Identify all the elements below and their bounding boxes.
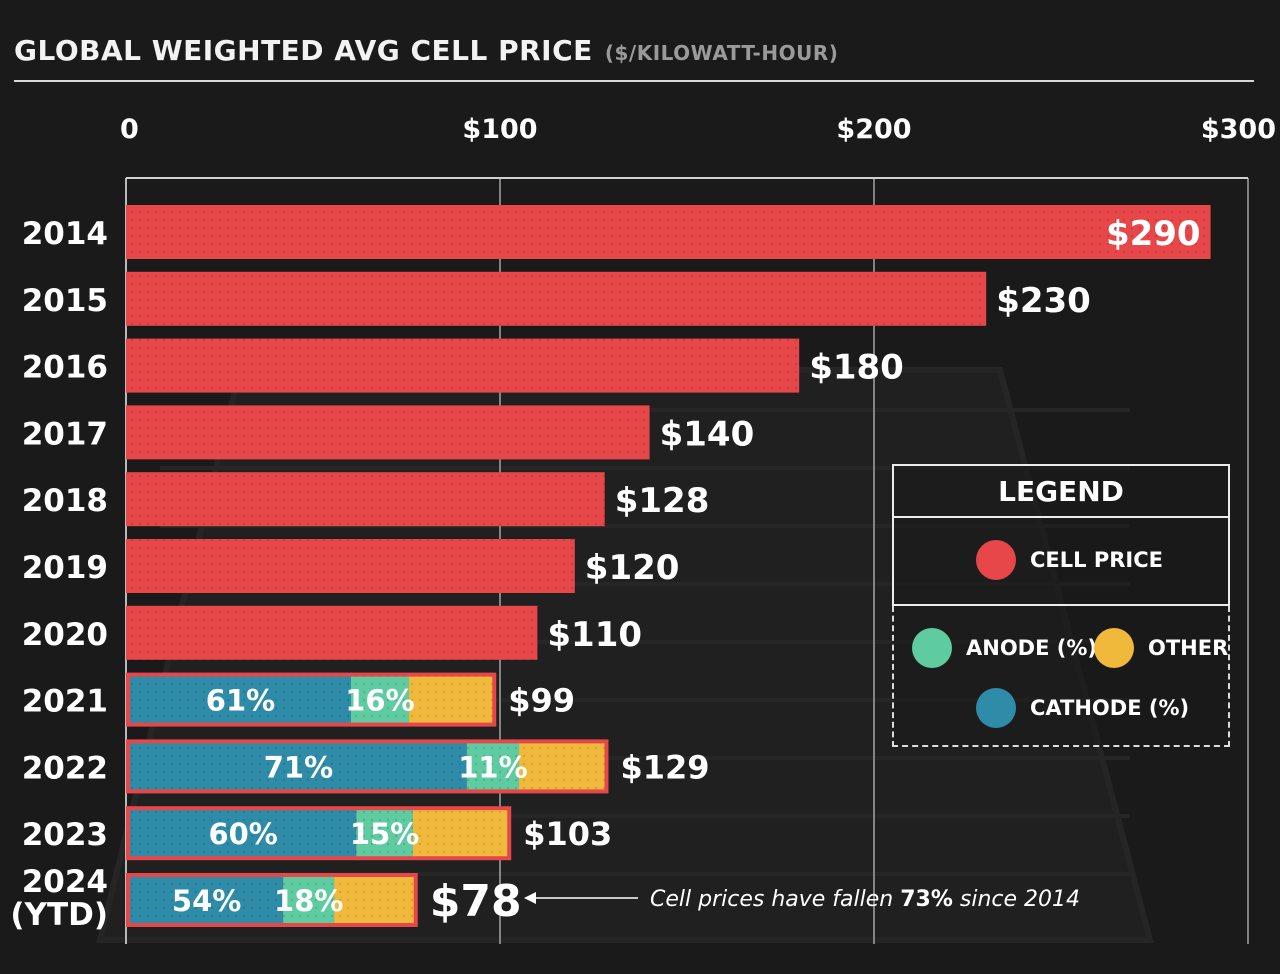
category-label-line: 2018 [22, 483, 108, 519]
bar-dot-texture [126, 271, 987, 326]
legend-title: LEGEND [894, 466, 1228, 518]
bar-dot-texture [130, 877, 414, 923]
cathode-swatch-icon [976, 688, 1016, 728]
bar-dot-texture [126, 539, 575, 593]
annotation-text: Cell prices have fallen 73% since 2014 [650, 887, 1080, 912]
x-tick-label: 0 [120, 114, 139, 145]
category-label: 2016 [22, 350, 108, 386]
legend-label: CATHODE (%) [1030, 696, 1190, 720]
legend-item-cathode: CATHODE (%) [976, 688, 1189, 728]
bar-dot-texture [126, 205, 1211, 259]
bar-value-label: $99 [508, 682, 575, 720]
category-label-line: 2019 [22, 550, 108, 586]
category-label-line: 2015 [22, 283, 108, 319]
category-label-line: 2014 [22, 216, 108, 252]
legend-item-other: OTHER [1094, 628, 1228, 668]
bar-value-label: $140 [660, 414, 755, 454]
cathode-percent-label: 71% [264, 750, 333, 784]
legend-top-box: LEGEND CELL PRICE [892, 464, 1230, 606]
cell-price-swatch-icon [976, 540, 1016, 580]
legend-label: CELL PRICE [1030, 548, 1163, 572]
bar-value-label: $120 [585, 548, 680, 588]
category-label-line: 2023 [22, 817, 108, 853]
cathode-percent-label: 61% [206, 684, 275, 718]
annotation-prefix: Cell prices have fallen [650, 887, 900, 912]
category-label-line: 2016 [22, 350, 108, 386]
chart-title-row: GLOBAL WEIGHTED AVG CELL PRICE ($/KILOWA… [14, 34, 838, 67]
category-label: 2021 [22, 684, 108, 720]
bar-dot-texture [130, 676, 493, 723]
annotation-suffix: since 2014 [953, 887, 1080, 912]
category-label-line: 2024 [22, 864, 108, 900]
category-label-line: (YTD) [10, 897, 108, 933]
category-label: 2018 [22, 483, 108, 519]
x-tick-label: $100 [462, 114, 537, 145]
bar-value-label: $78 [430, 876, 522, 927]
bar-value-label: $128 [615, 481, 710, 521]
category-label: 2014 [22, 216, 108, 252]
bar-value-label: $129 [620, 748, 709, 786]
cathode-percent-label: 54% [172, 884, 241, 918]
category-label: 2015 [22, 283, 108, 319]
legend-bottom-box: ANODE (%) OTHER CATHODE (%) [892, 606, 1230, 747]
cathode-percent-label: 60% [208, 817, 277, 851]
category-label-line: 2017 [22, 416, 108, 452]
category-label: 2024 (YTD) [10, 864, 108, 933]
x-tick-label: $200 [836, 114, 911, 145]
bar-value-label: $110 [547, 615, 642, 655]
chart-unit: ($/KILOWATT-HOUR) [604, 41, 839, 65]
other-swatch-icon [1094, 628, 1134, 668]
category-label: 2019 [22, 550, 108, 586]
anode-percent-label: 18% [274, 884, 343, 918]
legend-item-cell-price: CELL PRICE [976, 540, 1163, 580]
bar-value-label: $180 [809, 348, 904, 388]
bar-dot-texture [126, 338, 800, 393]
legend-label: ANODE (%) [966, 636, 1098, 660]
legend-label: OTHER [1148, 636, 1229, 660]
legend: LEGEND CELL PRICE ANODE (%) OTHER CATHOD… [892, 464, 1230, 747]
bar-dot-texture [130, 810, 508, 857]
title-divider [14, 80, 1254, 82]
bar-dot-texture [126, 405, 650, 460]
category-label: 2023 [22, 817, 108, 853]
bar-value-label: $103 [523, 815, 612, 853]
category-label-line: 2021 [22, 684, 108, 720]
bar-dot-texture [126, 472, 605, 527]
anode-percent-label: 16% [345, 684, 414, 718]
x-tick-label: $300 [1201, 114, 1276, 145]
anode-percent-label: 15% [350, 817, 419, 851]
chart-title: GLOBAL WEIGHTED AVG CELL PRICE [14, 34, 593, 67]
bar-value-label: $290 [1106, 214, 1201, 254]
annotation-arrow-head-icon [524, 892, 536, 904]
category-label-line: 2022 [22, 750, 108, 786]
category-label-line: 2020 [22, 617, 108, 653]
category-label: 2020 [22, 617, 108, 653]
anode-percent-label: 11% [458, 750, 527, 784]
annotation-highlight: 73% [900, 887, 953, 912]
bar-value-label: $230 [996, 281, 1091, 321]
bar-dot-texture [130, 743, 605, 790]
bar-dot-texture [126, 605, 538, 660]
category-label: 2017 [22, 416, 108, 452]
category-label: 2022 [22, 750, 108, 786]
legend-item-anode: ANODE (%) [912, 628, 1097, 668]
anode-swatch-icon [912, 628, 952, 668]
